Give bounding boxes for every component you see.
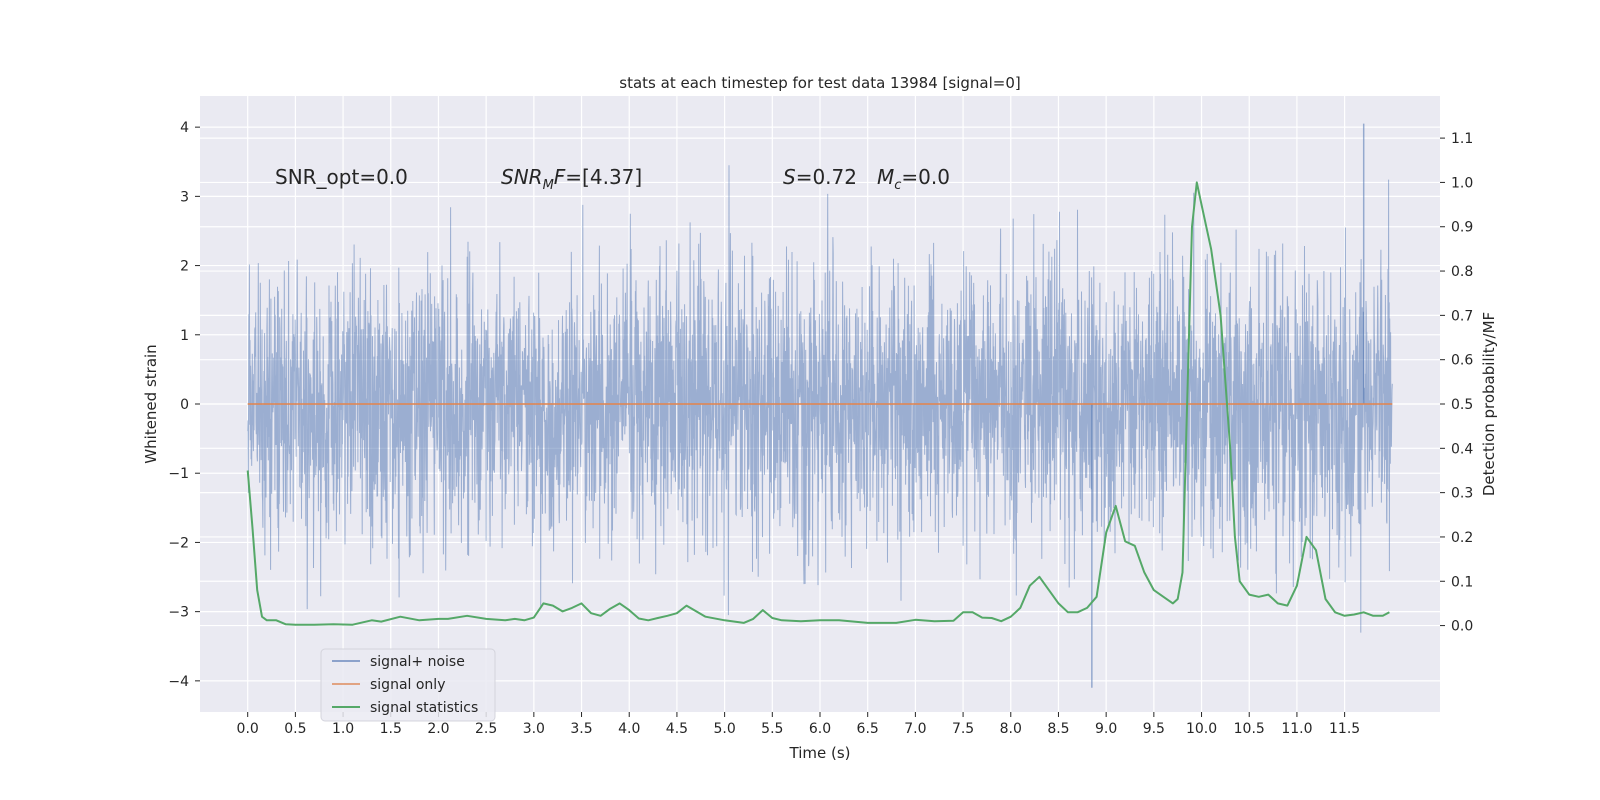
x-tick-label-0: 0.0 [237,721,259,737]
y2-tick-label-1: 0.1 [1451,574,1473,590]
x-tick-label-10: 5.0 [713,721,735,737]
y2-tick-label-8: 0.8 [1451,264,1473,280]
y-tick-label-2: −2 [168,535,189,551]
annotation-snr-mf-sub: M [543,178,554,193]
legend-box [320,648,496,722]
y-axis-ticks: −4 −3 −2 −1 0 1 2 3 4 [168,120,200,690]
x-axis-label: Time (s) [789,744,851,762]
y2-tick-label-5: 0.5 [1451,397,1473,413]
y2-tick-label-3: 0.3 [1451,486,1473,502]
x-tick-label-1: 0.5 [284,721,306,737]
y2-axis-ticks: 0.0 0.1 0.2 0.3 0.4 0.5 0.6 0.7 0.8 0.9 1.0 1.1 [1440,131,1473,635]
x-tick-label-3: 1.5 [380,721,402,737]
series-signal-noise [247,123,1393,688]
x-tick-label-4: 2.0 [427,721,449,737]
y2-tick-label-6: 0.6 [1451,353,1473,369]
y2-tick-label-11: 1.1 [1451,131,1473,147]
x-tick-label-7: 3.5 [570,721,592,737]
annotation-s-main: S [783,165,796,189]
y-tick-label-1: −3 [168,605,189,621]
annotation-snr-opt: SNR_opt=0.0 [275,165,408,189]
annotation-snr-mf: SNRMF=[4.37] [501,165,642,193]
annotation-mc: Mc=0.0 [877,165,950,193]
x-tick-label-15: 7.5 [952,721,974,737]
x-tick-label-21: 10.5 [1234,721,1265,737]
y2-tick-label-2: 0.2 [1451,530,1473,546]
x-tick-label-6: 3.0 [523,721,545,737]
x-tick-label-11: 5.5 [761,721,783,737]
noise-trace [247,165,1393,633]
annotation-mc-value: =0.0 [901,165,950,189]
y-tick-label-6: 2 [180,259,189,275]
x-tick-label-20: 10.0 [1186,721,1217,737]
x-tick-label-23: 11.5 [1329,721,1360,737]
y2-tick-label-10: 1.0 [1451,175,1473,191]
y-tick-label-5: 1 [180,328,189,344]
x-tick-label-9: 4.5 [666,721,688,737]
y2-tick-label-9: 0.9 [1451,220,1473,236]
series-signal-statistics [246,181,1390,626]
y-tick-label-3: −1 [168,466,189,482]
chart-title: stats at each timestep for test data 139… [619,74,1020,92]
y2-tick-label-4: 0.4 [1451,441,1473,457]
x-tick-label-12: 6.0 [809,721,831,737]
x-tick-label-14: 7.0 [904,721,926,737]
y-tick-label-0: −4 [168,674,189,690]
y2-tick-label-7: 0.7 [1451,308,1473,324]
legend-label-signal-statistics: signal statistics [370,700,478,716]
annotation-snr-mf-f: F [554,165,566,189]
x-tick-label-5: 2.5 [475,721,497,737]
x-tick-label-18: 9.0 [1095,721,1117,737]
x-tick-label-17: 8.5 [1047,721,1069,737]
x-tick-label-16: 8.0 [1000,721,1022,737]
y-axis-label: Whitened strain [142,344,160,463]
annotation-snr-mf-value: =[4.37] [565,165,642,189]
annotation-mc-main: M [877,165,894,189]
annotation-s: S=0.72 [783,165,857,189]
annotation-snr-mf-main: SNR [501,165,543,189]
legend-label-signal-only: signal only [370,677,445,693]
y2-axis-label: Detection probability/MF [1480,312,1498,496]
annotation-mc-sub: c [894,178,901,193]
y-tick-label-8: 4 [180,120,189,136]
x-axis-ticks: 0.0 0.5 1.0 1.5 2.0 2.5 3.0 3.5 4.0 4.5 5.0 5.5 6.0 6… [237,712,1360,737]
annotation-s-value: =0.72 [796,165,857,189]
x-tick-label-22: 11.0 [1281,721,1312,737]
y2-tick-label-0: 0.0 [1451,619,1473,635]
legend-label-signal-noise: signal+ noise [370,654,465,670]
x-tick-label-19: 9.5 [1143,721,1165,737]
x-tick-label-8: 4.0 [618,721,640,737]
x-tick-label-2: 1.0 [332,721,354,737]
x-tick-label-13: 6.5 [857,721,879,737]
legend: signal+ noise signal only signal statist… [320,648,496,722]
y-tick-label-4: 0 [180,397,189,413]
y-tick-label-7: 3 [180,189,189,205]
